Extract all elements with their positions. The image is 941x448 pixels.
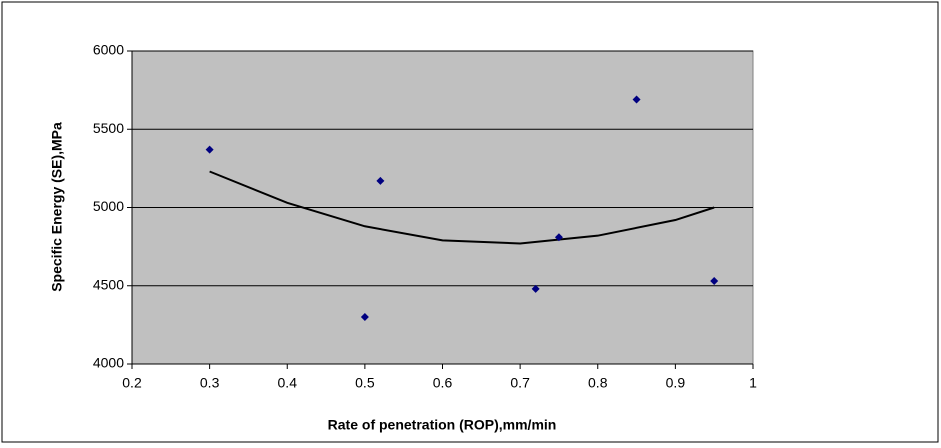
y-axis-title: Specific Energy (SE),MPa <box>49 122 65 292</box>
data-point <box>710 277 719 286</box>
data-point <box>554 233 563 242</box>
y-tick-label: 6000 <box>93 42 124 58</box>
data-point <box>205 145 214 154</box>
x-tick-label: 0.7 <box>510 375 530 391</box>
x-tick-label: 0.9 <box>666 375 686 391</box>
data-point <box>376 176 385 185</box>
y-tick-label: 4500 <box>93 276 124 292</box>
x-tick-label: 0.4 <box>278 375 298 391</box>
y-tick-label: 5000 <box>93 198 124 214</box>
data-point <box>360 313 369 322</box>
x-tick-label: 0.5 <box>355 375 375 391</box>
x-tick-label: 0.2 <box>122 375 142 391</box>
data-point <box>632 95 641 104</box>
data-point <box>531 284 540 293</box>
x-tick-label: 0.6 <box>433 375 453 391</box>
x-tick-label: 1 <box>749 375 757 391</box>
x-tick-label: 0.8 <box>588 375 608 391</box>
trendline <box>209 170 715 245</box>
y-tick-label: 5500 <box>93 120 124 136</box>
y-tick-label: 4000 <box>93 355 124 371</box>
x-axis-title: Rate of penetration (ROP),mm/min <box>328 417 557 433</box>
x-tick-label: 0.3 <box>200 375 220 391</box>
